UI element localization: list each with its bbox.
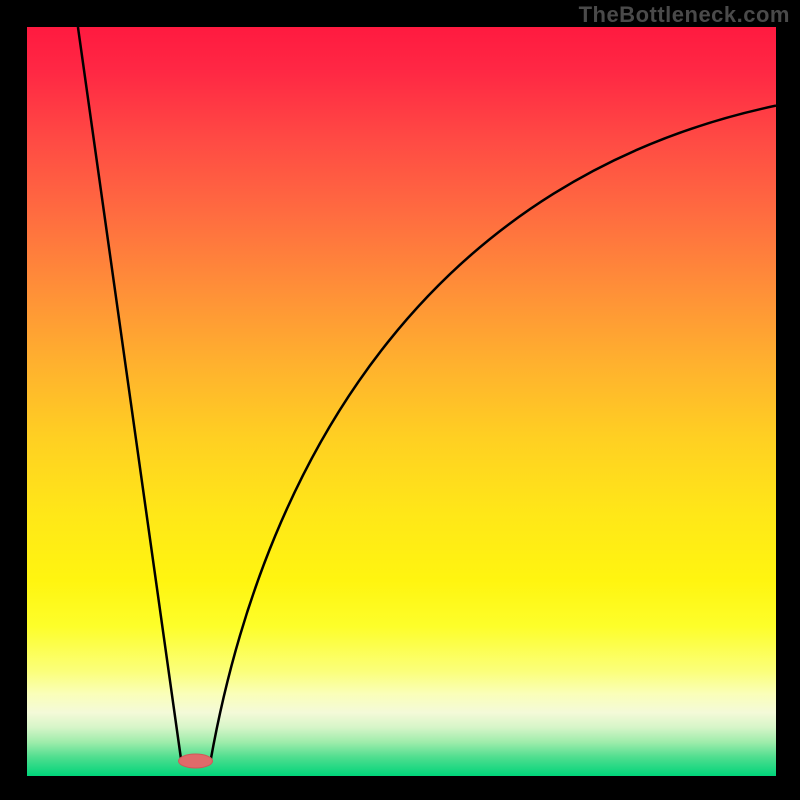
chart-svg (27, 27, 776, 776)
watermark-text: TheBottleneck.com (579, 2, 790, 28)
chart-container: TheBottleneck.com (0, 0, 800, 800)
plot-area (27, 27, 776, 776)
optimum-marker (179, 754, 213, 768)
